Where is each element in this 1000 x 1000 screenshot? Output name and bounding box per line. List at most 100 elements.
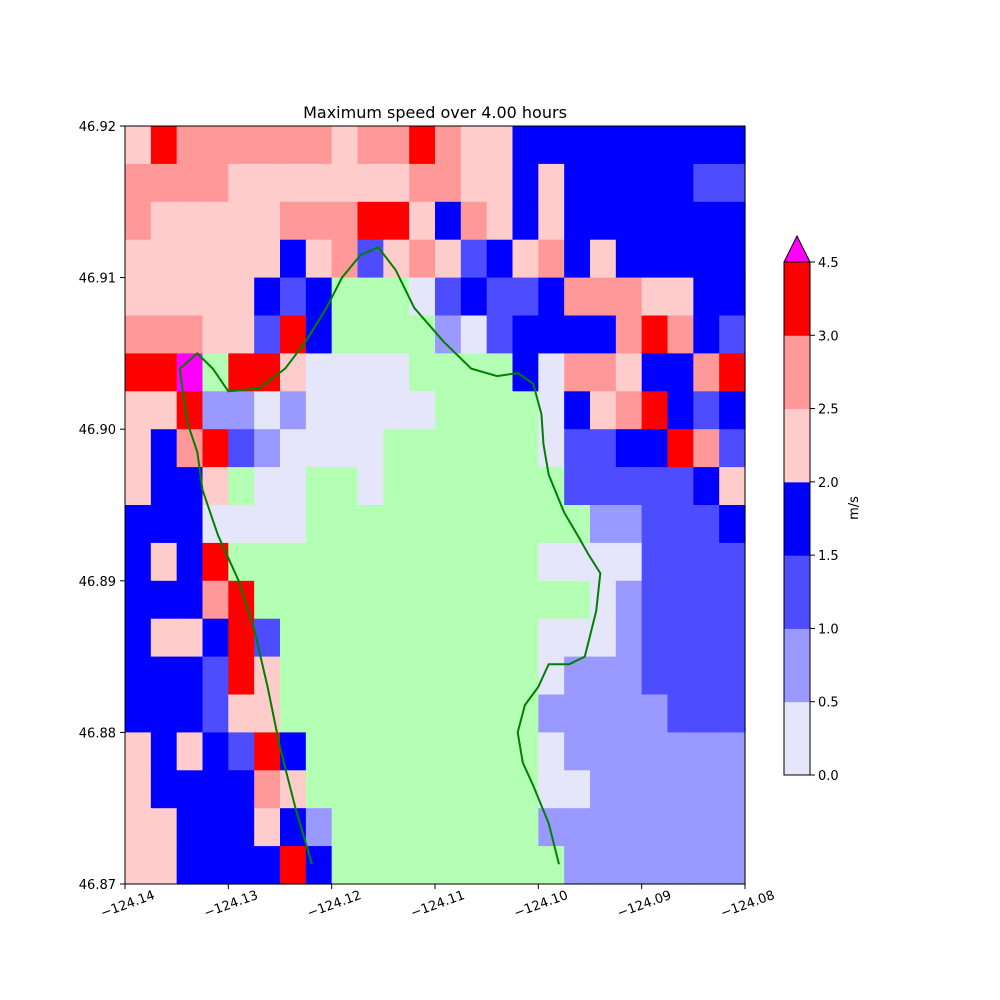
heatmap-cell	[615, 126, 643, 165]
heatmap-cell	[435, 770, 462, 809]
heatmap-cell	[331, 656, 359, 696]
heatmap-cell	[383, 732, 410, 771]
heatmap-cell	[202, 429, 229, 468]
chart-title: Maximum speed over 4.00 hours	[303, 103, 567, 122]
heatmap-cell	[564, 391, 591, 430]
heatmap-cell	[280, 163, 307, 203]
heatmap-cell	[150, 770, 178, 809]
heatmap-cell	[150, 732, 178, 771]
heatmap-cell	[590, 429, 617, 468]
heatmap-cell	[641, 467, 669, 506]
heatmap-cell	[538, 315, 565, 354]
heatmap-cell	[719, 429, 746, 468]
heatmap-cell	[305, 505, 333, 544]
heatmap-cell	[125, 846, 152, 885]
heatmap-cell	[383, 163, 410, 203]
y-tick-label: 46.87	[79, 878, 116, 893]
y-tick-label: 46.90	[79, 423, 116, 438]
heatmap-cell	[409, 770, 436, 809]
heatmap-cell	[331, 467, 359, 506]
x-tick-label: −124.10	[512, 888, 570, 921]
heatmap-cell	[641, 201, 669, 241]
heatmap-cell	[641, 505, 669, 544]
heatmap-cell	[254, 391, 281, 430]
heatmap-cell	[357, 353, 384, 392]
heatmap-cell	[693, 277, 720, 317]
heatmap-cell	[693, 353, 720, 392]
heatmap-cell	[512, 277, 539, 317]
heatmap-cell	[176, 542, 204, 582]
y-tick-label: 46.89	[79, 575, 116, 590]
heatmap-cell	[150, 163, 178, 203]
colorbar-segment	[784, 262, 810, 336]
heatmap-cell	[228, 277, 255, 317]
heatmap-cell	[693, 126, 720, 165]
heatmap-cell	[615, 315, 643, 354]
heatmap-cell	[383, 391, 410, 430]
heatmap-cell	[280, 126, 307, 165]
heatmap-cell	[641, 808, 669, 847]
heatmap-cell	[331, 163, 359, 203]
heatmap-cell	[254, 429, 281, 468]
heatmap-cell	[331, 391, 359, 430]
heatmap-cell	[460, 694, 488, 733]
x-tick-label: −124.08	[719, 888, 777, 921]
heatmap-cell	[305, 239, 333, 279]
heatmap-cell	[615, 656, 643, 696]
heatmap-cell	[176, 277, 204, 317]
heatmap-cell	[667, 656, 694, 696]
heatmap-cell	[667, 201, 694, 241]
heatmap-cell	[590, 467, 617, 506]
heatmap-cell	[176, 618, 204, 658]
heatmap-cell	[409, 656, 436, 696]
heatmap-cell	[460, 315, 488, 354]
heatmap-cell	[409, 429, 436, 468]
heatmap-cell	[150, 808, 178, 847]
heatmap-cell	[564, 239, 591, 279]
heatmap-cell	[538, 580, 565, 620]
heatmap-cell	[383, 505, 410, 544]
heatmap-cell	[435, 391, 462, 430]
heatmap-cell	[409, 542, 436, 582]
heatmap-cell	[228, 353, 255, 392]
heatmap-cell	[228, 391, 255, 430]
heatmap-cell	[357, 542, 384, 582]
heatmap-cell	[305, 277, 333, 317]
heatmap-cell	[228, 732, 255, 771]
heatmap-cell	[357, 429, 384, 468]
heatmap-cell	[486, 732, 514, 771]
heatmap-cell	[590, 505, 617, 544]
heatmap-cell	[512, 429, 539, 468]
heatmap-cell	[719, 315, 746, 354]
heatmap-cell	[228, 694, 255, 733]
heatmap-cell	[667, 277, 694, 317]
heatmap-cell	[150, 277, 178, 317]
heatmap-cell	[202, 315, 229, 354]
heatmap-cell	[538, 846, 565, 885]
heatmap-cell	[667, 770, 694, 809]
heatmap-cell	[693, 732, 720, 771]
heatmap-cell	[357, 656, 384, 696]
heatmap-cell	[435, 580, 462, 620]
heatmap-cell	[538, 239, 565, 279]
heatmap-cell	[615, 542, 643, 582]
heatmap-cell	[512, 656, 539, 696]
heatmap-cell	[564, 467, 591, 506]
heatmap-cell	[383, 656, 410, 696]
heatmap-cell	[331, 201, 359, 241]
heatmap-cell	[331, 770, 359, 809]
heatmap-cell	[641, 163, 669, 203]
heatmap-cell	[305, 201, 333, 241]
plot-area	[124, 125, 746, 885]
heatmap-cell	[667, 694, 694, 733]
heatmap-cell	[409, 201, 436, 241]
heatmap-cell	[357, 391, 384, 430]
heatmap-cell	[719, 163, 746, 203]
heatmap-cell	[435, 656, 462, 696]
colorbar-segment	[784, 481, 810, 556]
heatmap-cell	[693, 467, 720, 506]
heatmap-cell	[564, 429, 591, 468]
heatmap-cell	[486, 846, 514, 885]
heatmap-cell	[615, 163, 643, 203]
heatmap-cell	[383, 542, 410, 582]
